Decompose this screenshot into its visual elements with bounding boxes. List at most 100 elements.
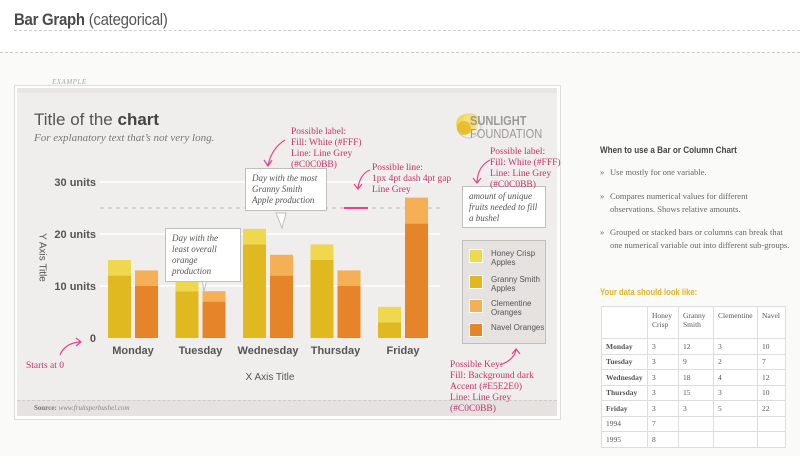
- x-tick-label: Monday: [112, 345, 154, 357]
- row-label: Wednesday: [601, 369, 648, 386]
- table-cell: [757, 431, 786, 448]
- table-cell: 3: [647, 338, 679, 355]
- table-row: Thursday 3 15 3 10: [601, 384, 786, 401]
- callout-bushel: amount of unique fruits needed to fill a…: [462, 186, 546, 228]
- chart-subtitle: For explanatory text that’s not very lon…: [34, 132, 215, 144]
- bullet-2: Compares numerical values for different …: [600, 190, 790, 216]
- note-line: Line Grey: [372, 185, 411, 195]
- data-heading: Your data should look like:: [600, 287, 698, 297]
- bar-clementine-oranges: [202, 291, 226, 302]
- note-line: Fill: White (#FFF): [490, 158, 561, 168]
- row-label: 1995: [601, 431, 648, 448]
- note-line: Line: Line Grey: [291, 149, 353, 159]
- callout-most-granny-smith: Day with the most Granny Smith Apple pro…: [245, 168, 327, 211]
- annotation-starts-at-zero: Starts at 0: [26, 361, 64, 371]
- table-cell: 9: [678, 353, 714, 370]
- note-line: Fill: White (#FFF): [291, 138, 362, 148]
- table-cell: 3: [647, 369, 679, 386]
- title-rest: (categorical): [88, 10, 168, 29]
- title-divider: [14, 30, 800, 31]
- note-line: (#C0C0BB): [450, 404, 496, 414]
- header-cell: Clementine: [713, 306, 758, 339]
- legend-swatch: [469, 323, 483, 337]
- chart-title-normal: Title of the: [34, 110, 113, 129]
- bar-honey-crisp-apples: [108, 260, 131, 276]
- bar-navel-oranges: [405, 223, 428, 338]
- header-cell: Granny Smith: [678, 306, 714, 339]
- table-cell: 15: [678, 384, 714, 401]
- table-cell: 7: [647, 415, 679, 432]
- table-cell: [713, 431, 758, 448]
- bar-navel-oranges: [337, 286, 361, 338]
- y-tick-label: 10 units: [54, 281, 96, 293]
- table-cell: 18: [678, 369, 714, 386]
- legend-swatch: [469, 275, 483, 289]
- note-line: (#C0C0BB): [291, 160, 337, 170]
- table-cell: 3: [678, 400, 714, 417]
- header-cell: Honey Crisp: [647, 306, 679, 339]
- source-text: Source: www.fruitsperbushel.com: [34, 404, 130, 412]
- bar-chart: 0 10 units 20 units 30 units Monday Tuesday We…: [54, 177, 440, 357]
- example-label: EXAMPLE: [52, 78, 87, 86]
- annotation-possible-label-1: Possible label: Fill: White (#FFF) Line: L…: [291, 127, 362, 171]
- table-row: 1995 8: [601, 431, 786, 448]
- x-axis-title: X Axis Title: [245, 372, 295, 383]
- legend-label: Clementine Oranges: [491, 299, 532, 317]
- table-cell: 10: [757, 384, 786, 401]
- annotation-possible-line: Possible line: 1px 4pt dash 4pt gap Line G…: [372, 163, 451, 196]
- table-cell: [713, 415, 758, 432]
- bar-navel-oranges: [135, 286, 158, 338]
- row-label: 1994: [601, 415, 648, 432]
- table-header-row: Honey Crisp Granny Smith Clementine Nave…: [601, 306, 786, 339]
- bullet-1: Use mostly for one variable.: [600, 166, 790, 179]
- example-data-table: Honey Crisp Granny Smith Clementine Nave…: [601, 306, 786, 448]
- bar-navel-oranges: [202, 301, 226, 338]
- chart-legend: Honey Crisp Apples Granny Smith Apples C…: [462, 240, 546, 344]
- sidebar-heading: When to use a Bar or Column Chart: [600, 145, 737, 155]
- logo-line2: FOUNDATION: [470, 126, 543, 141]
- bar-honey-crisp-apples: [310, 244, 334, 260]
- bar-honey-crisp-apples: [378, 306, 401, 323]
- x-tick-label: Friday: [386, 345, 420, 357]
- table-cell: [757, 415, 786, 432]
- legend-swatch: [469, 249, 483, 263]
- table-cell: 7: [757, 353, 786, 370]
- legend-label: Granny Smith Apples: [491, 275, 540, 293]
- legend-label: Navel Oranges: [491, 323, 545, 332]
- bar-granny-smith-apples: [310, 260, 334, 338]
- source-bar: [17, 400, 557, 416]
- bar-granny-smith-apples: [243, 244, 266, 338]
- row-label: Friday: [601, 400, 648, 417]
- bar-granny-smith-apples: [108, 275, 131, 338]
- table-row: Wednesday 3 18 4 12: [601, 369, 786, 386]
- table-cell: 22: [757, 400, 786, 417]
- y-tick-label: 0: [90, 333, 96, 345]
- table-cell: 4: [713, 369, 758, 386]
- row-label: Monday: [601, 338, 648, 355]
- bar-granny-smith-apples: [378, 322, 401, 338]
- x-tick-label: Thursday: [311, 345, 361, 357]
- row-label: Thursday: [601, 384, 648, 401]
- legend-label: Honey Crisp Apples: [491, 249, 536, 267]
- table-cell: [678, 415, 714, 432]
- table-cell: 12: [757, 369, 786, 386]
- note-line: 1px 4pt dash 4pt gap: [372, 174, 452, 184]
- table-cell: 3: [647, 400, 679, 417]
- y-tick-label: 30 units: [54, 177, 96, 189]
- note-line: Possible Key:: [450, 360, 503, 370]
- source-url: www.fruitsperbushel.com: [58, 404, 130, 412]
- sunlight-logo-icon: [456, 113, 482, 139]
- callout-least-oranges: Day with the least overall orange produc…: [165, 228, 241, 282]
- chart-title: Title of the chart: [34, 110, 159, 130]
- bar-granny-smith-apples: [175, 291, 199, 338]
- table-cell: 10: [757, 338, 786, 355]
- table-cell: 12: [678, 338, 714, 355]
- x-tick-label: Tuesday: [179, 345, 224, 357]
- bar-clementine-oranges: [270, 254, 293, 276]
- bar-navel-oranges: [270, 275, 293, 338]
- table-cell: 3: [647, 384, 679, 401]
- table-cell: 3: [713, 338, 758, 355]
- source-label: Source:: [34, 404, 57, 412]
- table-row: Tuesday 3 9 2 7: [601, 353, 786, 370]
- table-cell: 3: [713, 384, 758, 401]
